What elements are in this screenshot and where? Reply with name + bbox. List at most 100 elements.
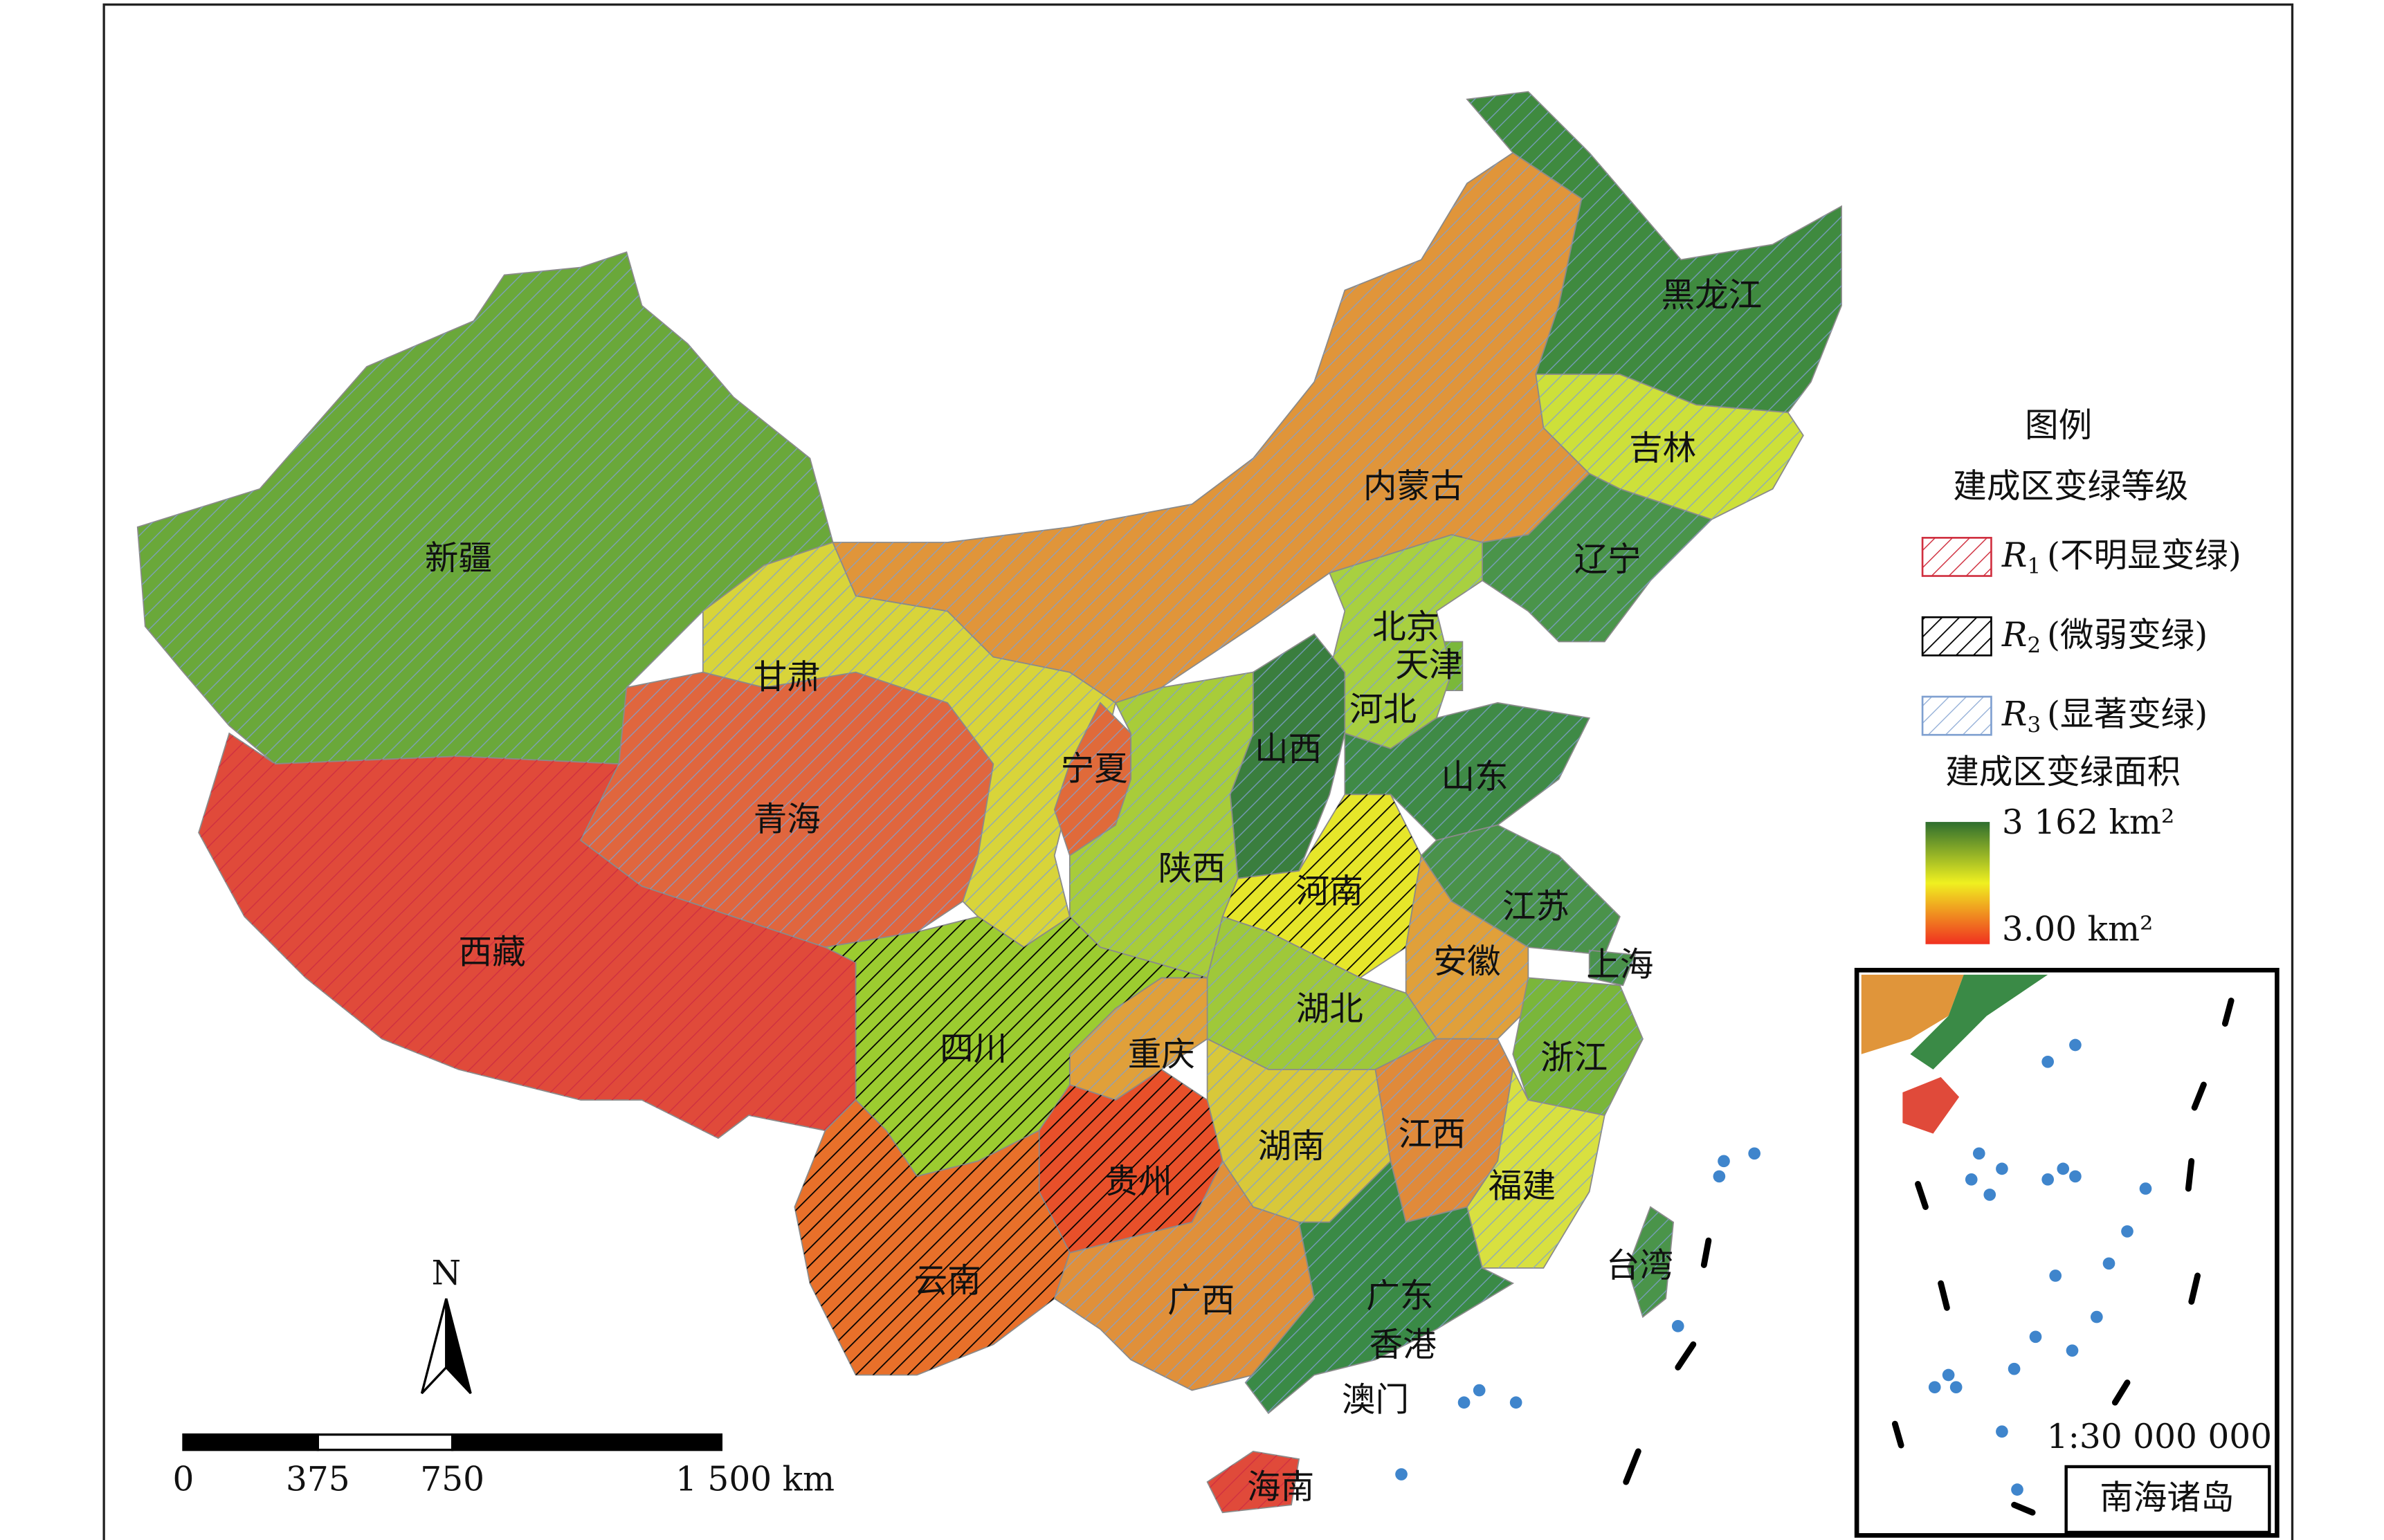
scale-segment xyxy=(316,1433,454,1451)
province-hatch xyxy=(1467,1069,1605,1268)
legend-grade-subscript: 1 xyxy=(2027,553,2041,578)
province-hatch xyxy=(199,733,856,1139)
province-hatch xyxy=(794,1100,1070,1375)
province-label: 山西 xyxy=(1255,730,1322,769)
legend-swatch-hatch xyxy=(1922,697,1992,735)
province-hatch xyxy=(702,542,1116,948)
province-label: 湖南 xyxy=(1257,1127,1325,1166)
province-hatch xyxy=(1627,1207,1674,1317)
legend-grade-symbol: R xyxy=(2001,695,2028,733)
province-hatch xyxy=(1069,672,1253,978)
province-label: 广西 xyxy=(1167,1281,1235,1320)
province-hatch xyxy=(137,252,833,764)
province-hatch xyxy=(1054,702,1131,856)
province-label: 宁夏 xyxy=(1061,750,1128,789)
province-label: 新疆 xyxy=(425,539,492,578)
province-label: 重庆 xyxy=(1128,1036,1195,1074)
province-label: 山东 xyxy=(1441,758,1508,796)
scale-segment xyxy=(451,1433,722,1451)
province-label: 江苏 xyxy=(1502,887,1569,926)
legend-grade-text: (微弱变绿) xyxy=(2047,615,2208,654)
province-label: 福建 xyxy=(1489,1167,1556,1206)
province-label: 内蒙古 xyxy=(1363,467,1464,506)
province-label: 湖北 xyxy=(1296,989,1363,1028)
legend-area-min: 3.00 km² xyxy=(2002,910,2154,949)
province-label: 甘肃 xyxy=(754,658,821,697)
province-label: 北京 xyxy=(1372,607,1439,646)
province-label: 陕西 xyxy=(1158,849,1226,888)
legend-area-max: 3 162 km² xyxy=(2002,803,2174,842)
legend-area-title: 建成区变绿面积 xyxy=(1945,753,2181,791)
province-hatch xyxy=(1222,794,1421,978)
inset: 1:30 000 000 南海诸岛 xyxy=(1854,967,2280,1538)
inset-land xyxy=(1861,974,1964,1054)
north-arrow-right xyxy=(445,1298,472,1395)
province-hatch xyxy=(1467,91,1842,413)
north-arrow-left xyxy=(420,1298,448,1395)
province-hatch xyxy=(1054,1161,1315,1391)
scale-segment xyxy=(182,1433,319,1451)
province-label: 香港 xyxy=(1370,1326,1437,1364)
province-hatch xyxy=(1536,374,1803,520)
province-label: 江西 xyxy=(1399,1115,1466,1154)
province-label: 贵州 xyxy=(1105,1162,1172,1201)
inset-land xyxy=(1910,974,2048,1070)
province-hatch xyxy=(1345,702,1590,841)
province-hatch xyxy=(1245,1161,1513,1413)
inset-islands xyxy=(1928,1038,2152,1496)
inset-title: 南海诸岛 xyxy=(2100,1478,2234,1517)
inset-boundary xyxy=(1891,998,2235,1516)
provinces xyxy=(136,91,1842,1514)
province-label: 云南 xyxy=(914,1261,981,1300)
province-label: 黑龙江 xyxy=(1661,276,1762,315)
legend-gradient xyxy=(1925,822,1990,944)
legend-grade-symbol: R xyxy=(2001,615,2028,654)
sea-boundary xyxy=(1623,1237,1712,1485)
province-hatch xyxy=(1207,1038,1391,1222)
legend-grade-label: R3 (显著变绿) xyxy=(2001,695,2208,737)
province-hatch xyxy=(1329,534,1483,749)
scale-label: 0 xyxy=(173,1460,194,1499)
province-label: 辽宁 xyxy=(1574,540,1641,579)
province-label: 西藏 xyxy=(459,933,526,972)
legend-grades: R1 (不明显变绿)R2 (微弱变绿)R3 (显著变绿) xyxy=(1921,536,2241,737)
legend-grade-subscript: 2 xyxy=(2027,633,2041,658)
province-hatch xyxy=(1589,950,1635,986)
province-label: 青海 xyxy=(754,800,821,839)
legend-grade-text: (不明显变绿) xyxy=(2047,536,2241,575)
province-hatch xyxy=(1405,855,1529,1039)
province-label: 浙江 xyxy=(1540,1038,1608,1077)
province-hatch xyxy=(1161,917,1437,1070)
scale-label: 1 500 km xyxy=(675,1460,835,1499)
legend-grade-label: R2 (微弱变绿) xyxy=(2001,615,2208,657)
legend-title: 图例 xyxy=(2025,406,2092,445)
province-hatch xyxy=(1482,473,1712,642)
province-label: 澳门 xyxy=(1342,1381,1409,1420)
province-label: 吉林 xyxy=(1629,429,1696,468)
scale-bar: 0 375 750 1 500 km xyxy=(173,1433,835,1499)
province-hatch xyxy=(1069,978,1208,1100)
province-label: 河北 xyxy=(1349,690,1417,729)
province-label: 海南 xyxy=(1247,1468,1314,1507)
province-label: 广东 xyxy=(1366,1277,1433,1316)
province-label: 上海 xyxy=(1586,945,1653,984)
province-label: 四川 xyxy=(940,1029,1007,1068)
inset-title-box xyxy=(2064,1465,2271,1534)
province-label: 天津 xyxy=(1395,646,1462,685)
province-label: 河南 xyxy=(1296,872,1363,910)
sea-islands xyxy=(1395,1147,1760,1481)
legend-grade-symbol: R xyxy=(2001,536,2028,575)
legend-swatch-hatch xyxy=(1922,617,1992,656)
province-label: 安徽 xyxy=(1433,942,1500,981)
scale-label: 750 xyxy=(420,1460,484,1499)
inset-scale: 1:30 000 000 xyxy=(2047,1418,2272,1456)
legend-swatch-hatch xyxy=(1922,538,1992,576)
province-hatch xyxy=(1039,1069,1223,1253)
province-hatch xyxy=(1230,634,1345,879)
province-hatch xyxy=(832,152,1590,703)
province-label: 台湾 xyxy=(1606,1246,1673,1285)
province-hatch xyxy=(825,917,1208,1177)
map-frame xyxy=(102,3,2294,1540)
